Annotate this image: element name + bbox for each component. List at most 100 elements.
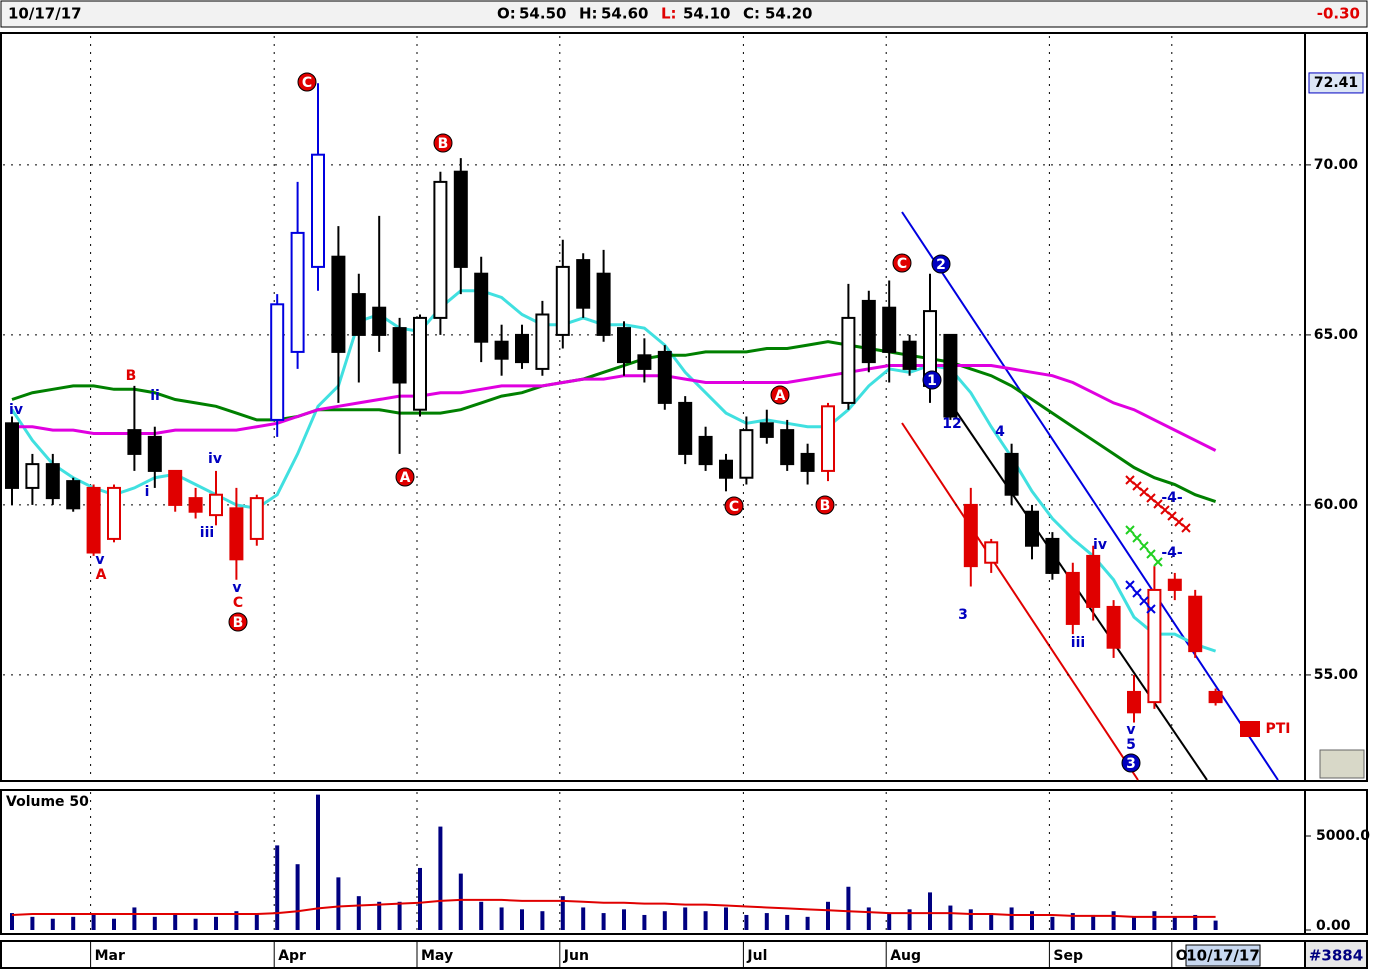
cross-marker bbox=[1125, 525, 1135, 535]
volume-bar bbox=[234, 911, 239, 930]
candle-body bbox=[576, 259, 591, 309]
volume-bar bbox=[458, 873, 463, 930]
volume-bar bbox=[662, 911, 667, 930]
price-marker bbox=[1308, 72, 1364, 94]
candle-body bbox=[209, 493, 223, 517]
candle-body bbox=[1004, 452, 1019, 496]
quote-label: H: bbox=[579, 5, 598, 23]
volume-bar bbox=[866, 907, 871, 930]
candle-body bbox=[861, 299, 876, 364]
volume-bar bbox=[10, 913, 14, 930]
volume-bar bbox=[1193, 914, 1198, 930]
candle-body bbox=[351, 293, 366, 336]
volume-bar bbox=[397, 901, 402, 930]
wave-marker bbox=[770, 385, 790, 405]
x-tick-label: O bbox=[1176, 948, 1188, 964]
volume-bar bbox=[499, 907, 504, 930]
volume-bar bbox=[948, 905, 953, 930]
candle-body bbox=[290, 231, 305, 353]
wave-label: A bbox=[96, 567, 107, 583]
wave-label: A bbox=[775, 388, 786, 404]
candle-body bbox=[515, 333, 529, 364]
volume-bar bbox=[1009, 907, 1014, 930]
chart-id: #3884 bbox=[1309, 947, 1363, 965]
candle-body bbox=[841, 316, 856, 404]
wave-label: ii bbox=[150, 388, 160, 404]
candle-body bbox=[902, 340, 917, 370]
volume-bar bbox=[295, 864, 300, 930]
candle-body bbox=[1086, 554, 1101, 608]
volume-bar bbox=[193, 918, 198, 930]
wave-label: PTI bbox=[1265, 721, 1290, 737]
candle-body bbox=[1167, 578, 1182, 591]
candle-body bbox=[882, 306, 897, 353]
volume-bar bbox=[173, 914, 178, 930]
wave-label: C bbox=[897, 256, 907, 272]
wave-label: iv bbox=[9, 402, 23, 418]
wave-label: 2 bbox=[936, 257, 946, 273]
volume-bar bbox=[356, 896, 361, 930]
volume-bar bbox=[1213, 920, 1218, 930]
quote-label: C: bbox=[743, 5, 760, 23]
candle-body bbox=[25, 463, 40, 489]
candle-body bbox=[107, 486, 121, 540]
header-change: -0.30 bbox=[1317, 5, 1360, 23]
header-bar bbox=[0, 0, 1368, 28]
candle-body bbox=[494, 340, 509, 360]
toolbar-icon[interactable] bbox=[1319, 749, 1365, 779]
volume-bar bbox=[520, 909, 524, 930]
candle-body bbox=[311, 153, 325, 268]
wave-marker bbox=[724, 496, 744, 516]
candle-body bbox=[433, 180, 448, 319]
wave-label: 3 bbox=[1126, 756, 1136, 772]
candle-body bbox=[535, 313, 550, 370]
volume-bar bbox=[1091, 914, 1096, 930]
candle-body bbox=[5, 422, 19, 489]
candle-body bbox=[270, 303, 285, 421]
volume-bar bbox=[581, 907, 586, 930]
wave-label: C bbox=[233, 595, 243, 611]
wave-label: iii bbox=[1071, 635, 1085, 651]
wave-marker bbox=[1121, 753, 1141, 773]
volume-bar bbox=[1070, 913, 1075, 930]
quote-label: L: bbox=[661, 5, 677, 23]
volume-bar bbox=[1172, 916, 1177, 930]
candle-body bbox=[147, 435, 162, 472]
y-tick-label: 60.00 bbox=[1314, 497, 1359, 513]
cross-marker bbox=[1146, 549, 1156, 559]
wave-label: 4 bbox=[995, 424, 1005, 440]
volume-bar bbox=[275, 845, 280, 930]
candle-body bbox=[821, 405, 835, 472]
wave-label: A bbox=[400, 470, 411, 486]
volume-bar bbox=[805, 916, 810, 930]
date-axis bbox=[0, 940, 1306, 969]
cross-marker bbox=[1153, 557, 1163, 567]
volume-bar bbox=[1030, 911, 1034, 930]
wave-marker bbox=[228, 612, 248, 632]
candle-body bbox=[719, 459, 733, 479]
quote-label: O: bbox=[497, 5, 516, 23]
quote-value: 54.20 bbox=[765, 5, 812, 23]
volume-bar bbox=[336, 877, 341, 930]
x-tick-label: Jul bbox=[746, 948, 767, 964]
wave-label: B bbox=[820, 498, 831, 514]
candle-body bbox=[392, 327, 407, 384]
candle-body bbox=[372, 306, 387, 336]
cross-marker bbox=[1139, 596, 1149, 606]
cross-marker bbox=[1132, 588, 1142, 598]
trend-line bbox=[901, 211, 1279, 781]
trend-line bbox=[901, 422, 1139, 781]
wave-label: -4- bbox=[1161, 490, 1183, 506]
volume-bar bbox=[152, 916, 157, 930]
volume-bar bbox=[928, 892, 932, 930]
y-tick-label: 55.00 bbox=[1314, 667, 1359, 683]
volume-bar bbox=[214, 916, 218, 930]
volume-bar bbox=[30, 916, 35, 930]
cross-marker bbox=[1132, 533, 1142, 543]
y-tick-label: 70.00 bbox=[1314, 157, 1359, 173]
wave-marker bbox=[892, 253, 912, 273]
volume-bar bbox=[703, 911, 708, 930]
header-date: 10/17/17 bbox=[8, 5, 82, 23]
